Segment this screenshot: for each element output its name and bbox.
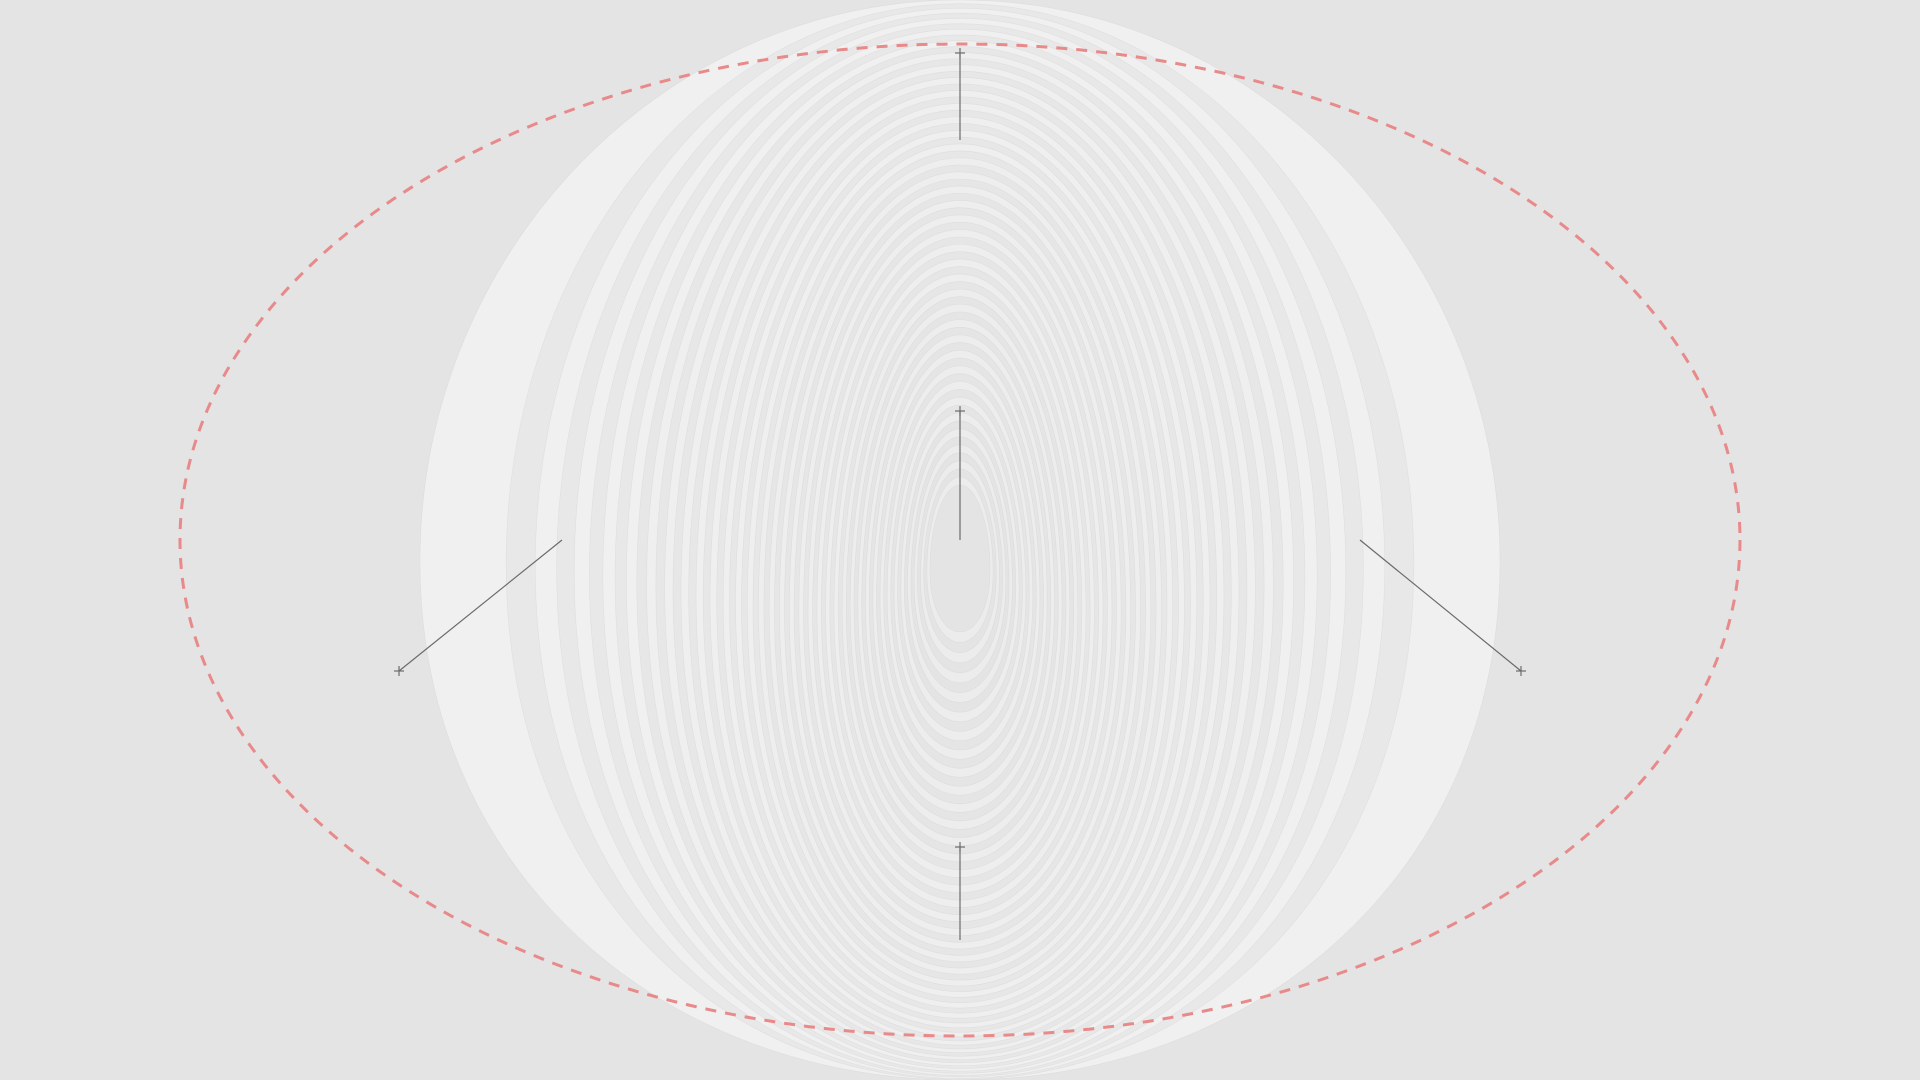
handle-left-line <box>398 539 563 672</box>
handle-center[interactable] <box>955 406 965 540</box>
handle-right[interactable] <box>1359 539 1526 676</box>
handle-top[interactable] <box>955 48 965 140</box>
crosshair-plus-icon[interactable] <box>955 48 965 58</box>
dashed-guide-ellipse[interactable] <box>178 42 1742 1038</box>
concentric-ring-group <box>419 0 1501 1080</box>
handle-left[interactable] <box>394 539 563 676</box>
crosshair-plus-icon[interactable] <box>1516 666 1526 676</box>
handle-right-line <box>1359 539 1522 672</box>
crosshair-plus-icon[interactable] <box>394 666 404 676</box>
concentric-ring <box>929 484 991 633</box>
handle-bottom[interactable] <box>955 842 965 940</box>
crosshair-plus-icon[interactable] <box>955 842 965 852</box>
crosshair-plus-icon[interactable] <box>955 406 965 416</box>
